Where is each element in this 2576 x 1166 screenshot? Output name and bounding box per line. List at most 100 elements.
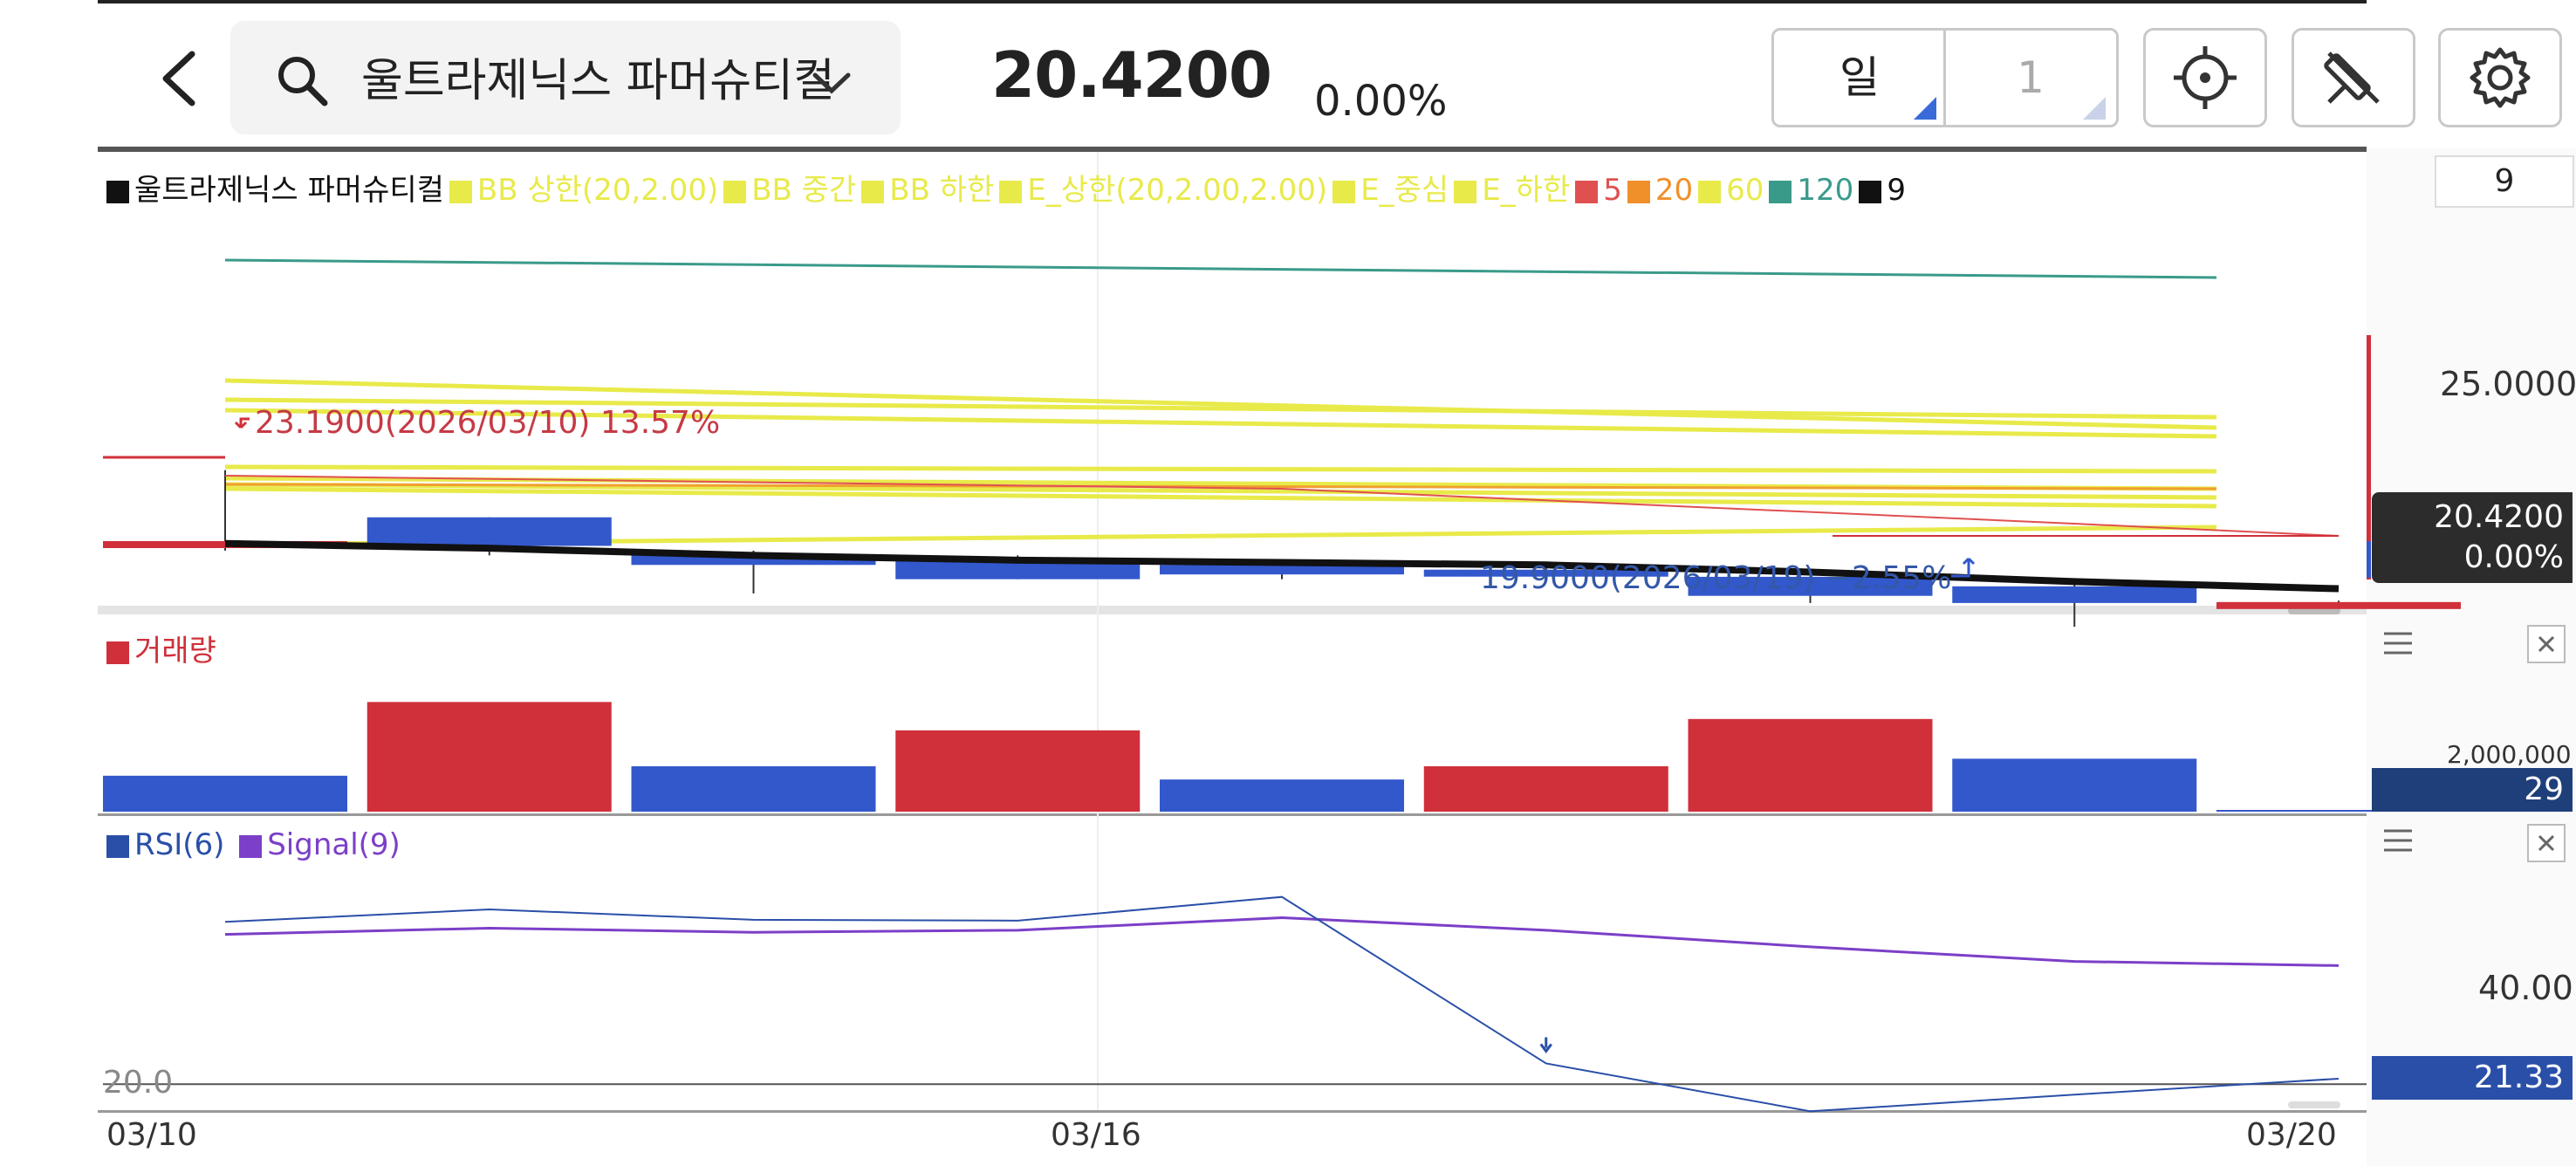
volume-bar: [2216, 810, 2461, 812]
bollinger-band-line: [224, 378, 2217, 430]
menu-icon[interactable]: [2382, 827, 2414, 857]
top-border: [98, 0, 2367, 3]
candle-body: [1423, 569, 1668, 577]
legend-swatch: [1859, 180, 1882, 203]
volume-legend-label: 거래량: [134, 634, 216, 669]
rsi-line: [224, 895, 2340, 1113]
bollinger-band-line: [224, 397, 2217, 420]
legend-item: 5: [1603, 173, 1622, 208]
legend-item: 20: [1655, 173, 1694, 208]
legend-item: 9: [1887, 173, 1906, 208]
rsi-legend: RSI(6) Signal(9): [106, 827, 406, 862]
price-y-tick: 25.0000: [2440, 365, 2576, 403]
corner-triangle-icon: [2083, 97, 2106, 120]
legend-swatch: [1333, 180, 1356, 203]
legend-swatch: [1698, 180, 1722, 203]
settings-button[interactable]: [2438, 28, 2562, 127]
panel-separator: [98, 1110, 2367, 1113]
legend-swatch: [723, 180, 747, 203]
candle-body: [1952, 586, 2197, 603]
chevron-down-icon[interactable]: [810, 70, 853, 99]
legend-swatch: [449, 180, 472, 203]
legend-swatch: [1575, 180, 1599, 203]
volume-bar: [1160, 779, 1404, 812]
rsi-baseline-label: 20.0: [103, 1065, 174, 1101]
volume-current-tag: 29: [2372, 768, 2573, 812]
candle-body: [1160, 565, 1404, 575]
close-icon[interactable]: [2527, 824, 2566, 862]
price-change-pct: 0.00%: [1314, 77, 1448, 126]
period-unit[interactable]: 일: [1840, 52, 1880, 103]
volume-bar: [1952, 758, 2197, 812]
corner-triangle-icon: [1914, 97, 1936, 120]
ma-120-line: [224, 258, 2217, 279]
candle-body: [1688, 576, 1933, 596]
crosshair-button[interactable]: [2143, 28, 2267, 127]
rsi-legend-label: RSI(6): [134, 827, 225, 862]
current-price-tag: 20.4200 0.00%: [2372, 492, 2573, 583]
legend-swatch: [861, 180, 885, 203]
period-value[interactable]: 1: [2017, 52, 2045, 103]
volume-bar: [103, 775, 347, 812]
rsi-current-tag: 21.33: [2372, 1056, 2573, 1100]
legend-item: E_상한(20,2.00,2.00): [1027, 173, 1328, 208]
indicator-count-box[interactable]: 9: [2435, 155, 2574, 208]
legend-item: 120: [1797, 173, 1854, 208]
price-legend: 울트라제닉스 파머슈티컬 BB 상한(20,2.00) BB 중간 BB 하한 E_상한…: [106, 166, 1911, 209]
top-toolbar: 울트라제닉스 파머슈티컬 20.4200 0.00% 일 1: [0, 0, 2576, 148]
volume-legend-swatch: [106, 641, 129, 664]
header-divider: [98, 147, 2367, 152]
candle-body: [2216, 601, 2461, 609]
current-price-tag-pct: 0.00%: [2463, 539, 2564, 575]
period-selector[interactable]: 일 1: [1771, 28, 2119, 127]
legend-swatch: [106, 180, 129, 203]
legend-item: E_중심: [1360, 173, 1449, 208]
current-price-tag-value: 20.4200: [2434, 499, 2564, 535]
legend-item: 60: [1726, 173, 1764, 208]
legend-item: BB 상한(20,2.00): [476, 173, 719, 208]
period-divider: [1943, 31, 1946, 125]
back-arrow-icon[interactable]: [148, 35, 218, 122]
x-axis-label: 03/10: [106, 1117, 197, 1153]
gear-icon: [2470, 47, 2531, 108]
ma-20-line: [224, 483, 2217, 490]
close-icon[interactable]: [2527, 625, 2566, 663]
crosshair-icon: [2174, 46, 2237, 109]
signal-legend-swatch: [239, 834, 263, 858]
x-axis-label: 03/16: [1051, 1117, 1141, 1153]
bollinger-band-line: [224, 482, 2217, 500]
legend-item: BB 하한: [889, 173, 995, 208]
candle-body: [367, 517, 612, 546]
scrollbar-thumb: [2288, 1101, 2340, 1108]
low-annotation: 19.9000(2026/03/19) −2.55%: [1480, 560, 1952, 596]
stock-name: 울트라제닉스 파머슈티컬: [361, 55, 835, 107]
draw-tools-icon: [2324, 51, 2380, 104]
search-icon: [274, 52, 330, 112]
signal-arrow-icon: [1539, 1037, 1552, 1053]
legend-item: 울트라제닉스 파머슈티컬: [134, 173, 444, 208]
volume-bar: [1423, 766, 1668, 812]
bollinger-band-line: [224, 464, 2217, 474]
legend-swatch: [999, 180, 1023, 203]
high-arrow-icon: [234, 417, 250, 429]
bollinger-band-line: [224, 486, 2217, 509]
signal-line: [224, 916, 2340, 967]
ma-9-line: [224, 539, 2340, 593]
x-axis-label: 03/20: [2246, 1117, 2337, 1153]
price-range-bar: [2367, 541, 2371, 578]
legend-swatch: [1769, 180, 1792, 203]
ma-5-line: [224, 475, 2340, 537]
rsi-y-tick: 40.00: [2478, 969, 2573, 1007]
menu-icon[interactable]: [2382, 630, 2414, 660]
bollinger-band-line: [224, 408, 2217, 439]
draw-tools-button[interactable]: [2292, 28, 2415, 127]
candle-body: [895, 559, 1141, 580]
current-price: 20.4200: [991, 38, 1272, 112]
stock-search-box[interactable]: 울트라제닉스 파머슈티컬: [230, 21, 901, 134]
legend-swatch: [1627, 180, 1650, 203]
volume-bar: [1688, 718, 1933, 812]
price-range-bar: [2367, 335, 2371, 580]
volume-legend: 거래량: [106, 627, 222, 669]
legend-item: BB 중간: [751, 173, 857, 208]
